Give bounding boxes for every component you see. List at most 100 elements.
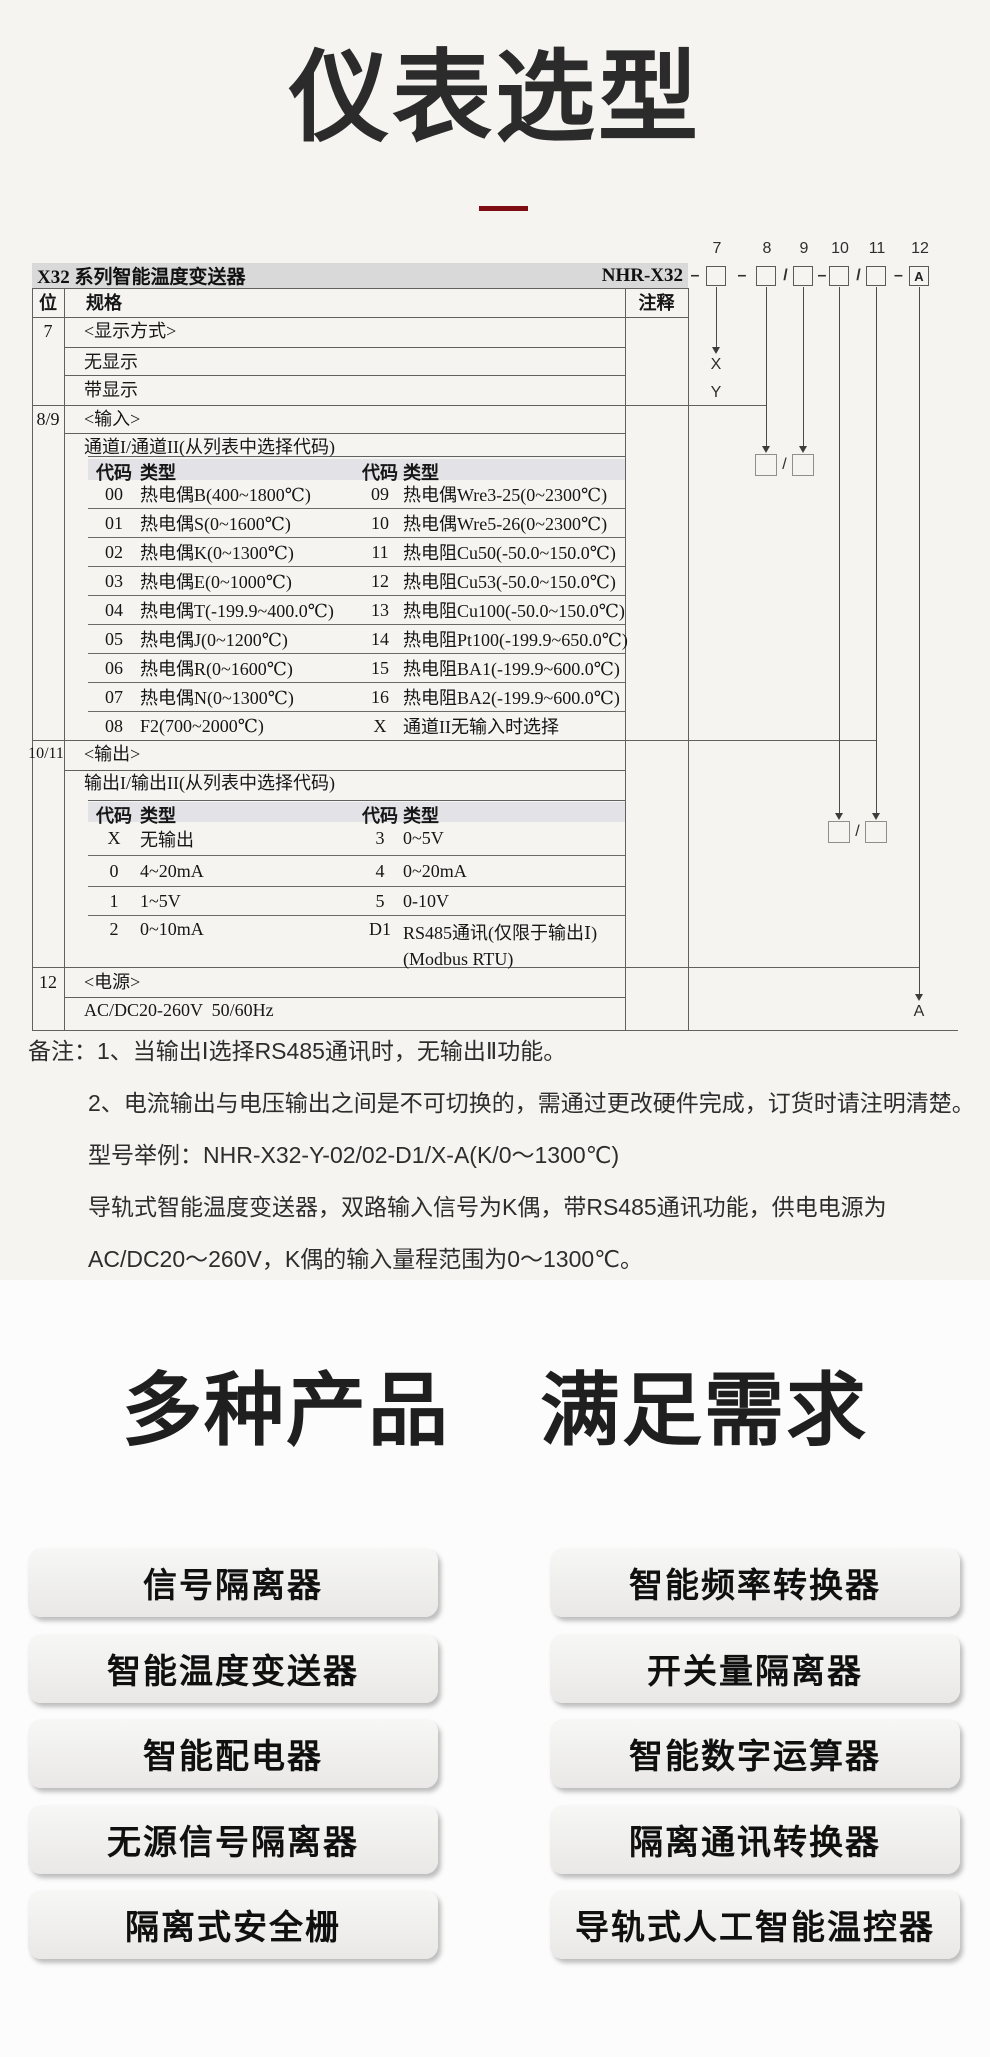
table-section-line [32,405,766,406]
code-cell: 12 [371,570,389,591]
code-box-8 [756,266,776,286]
title-accent-dash [479,206,528,211]
display-code-x: X [710,356,722,373]
code-cell: 07 [105,686,123,707]
code-cell: 02 [105,541,123,562]
type-cell: 热电偶E(0~1000℃) [140,572,292,592]
table-line [88,800,625,801]
code-box-11 [866,266,886,286]
product-button-ai-temp-controller[interactable]: 导轨式人工智能温控器 [550,1890,960,1959]
code-cell: 09 [371,483,389,504]
type-cell: 0~5V [403,828,444,848]
code-header-label: 代码 [362,463,398,483]
code-header-label: 代码 [362,806,398,826]
type-cell-line1: RS485通讯(仅限于输出Ⅰ) [403,923,598,943]
digit-label-12: 12 [911,240,929,257]
table-line [64,347,625,348]
note-line-5: AC/DC20～260V，K偶的输入量程范围为0～1300℃。 [88,1246,643,1272]
leader-line-10 [839,287,840,813]
type-cell: 4~20mA [140,860,204,881]
code-cell: 04 [105,599,123,620]
type-cell: 热电阻Cu50(-50.0~150.0℃) [403,543,616,563]
table-row: X 无输出 3 0~5V [88,822,625,855]
table-row: 00 热电偶B(400~1800℃) 09 热电偶Wre3-25(0~2300℃… [88,480,625,508]
table-divider-bit [64,288,65,1030]
sec12-header: <电源> [84,972,141,992]
page-title: 仪表选型 [289,42,701,154]
product-button-passive-isolator[interactable]: 无源信号隔离器 [28,1805,438,1874]
type-cell-line2: (Modbus RTU) [403,949,514,969]
product-button-digital-calculator[interactable]: 智能数字运算器 [550,1719,960,1788]
type-cell: 热电阻Cu100(-50.0~150.0℃) [403,601,625,621]
digit-label-10: 10 [831,240,849,257]
code-cell: D1 [369,919,391,939]
arrow-down-icon [835,813,843,820]
input-select-box-1 [755,454,777,476]
col-header-note: 注释 [638,293,675,313]
code-cell: 01 [105,512,123,533]
table-divider-note [625,288,626,1030]
table-border-right [688,288,689,1030]
power-code-a: A [913,1003,925,1020]
type-cell: RS485通讯(仅限于输出Ⅰ) (Modbus RTU) [403,919,625,970]
table-line [32,288,689,289]
table-line [32,317,689,318]
type-cell: 热电偶B(400~1800℃) [140,485,311,505]
type-cell: 0~20mA [403,860,467,881]
type-cell: 热电偶T(-199.9~400.0℃) [140,601,334,621]
products-title: 多种产品 满足需求 [0,1346,990,1462]
sec89-subheader: 通道I/通道II(从列表中选择代码) [84,437,335,457]
sec89-header: <输入> [84,409,141,429]
type-cell: 热电阻Pt100(-199.9~650.0℃) [403,630,628,650]
product-button-distributor[interactable]: 智能配电器 [28,1719,438,1788]
type-cell: 热电阻BA2(-199.9~600.0℃) [403,688,620,708]
product-button-comm-converter[interactable]: 隔离通讯转换器 [550,1805,960,1874]
leader-line-7 [716,287,717,347]
slash-separator: / [856,267,861,284]
note-line-2: 2、电流输出与电压输出之间是不可切换的，需通过更改硬件完成，订货时请注明清楚。 [88,1090,975,1116]
type-cell: F2(700~2000℃) [140,715,264,736]
series-title: X32 系列智能温度变送器 [37,267,246,288]
table-row: 01 热电偶S(0~1600℃) 10 热电偶Wre5-26(0~2300℃) [88,508,625,537]
code-box-7 [706,266,726,286]
code-cell: 3 [375,828,385,848]
dash-separator: – [737,267,747,284]
output-code-table: X 无输出 3 0~5V 0 4~20mA 4 0~20mA 1 1~5V 5 … [88,822,625,970]
product-button-switch-isolator[interactable]: 开关量隔离器 [550,1634,960,1703]
type-header-label: 类型 [403,806,439,826]
product-button-safety-barrier[interactable]: 隔离式安全栅 [28,1890,438,1959]
code-box-10 [829,266,849,286]
digit-label-8: 8 [762,240,772,257]
type-header-label: 类型 [140,806,176,826]
type-cell: 1~5V [140,890,181,911]
series-title-bar: X32 系列智能温度变送器 NHR-X32 [32,263,688,288]
products-title-left: 多种产品 [122,1366,450,1455]
code-cell: 5 [375,890,385,911]
leader-line-9 [803,287,804,446]
code-box-12: A [909,266,929,286]
table-line [64,375,625,376]
arrow-down-icon [799,446,807,453]
table-border-left [32,288,33,1030]
product-button-signal-isolator[interactable]: 信号隔离器 [28,1548,438,1617]
type-cell: 无输出 [140,829,194,850]
products-title-right: 满足需求 [540,1366,868,1455]
code-cell: 00 [105,483,123,504]
bit-label-8-9: 8/9 [36,409,60,429]
table-row: 02 热电偶K(0~1300℃) 11 热电阻Cu50(-50.0~150.0℃… [88,537,625,566]
type-cell: 热电偶N(0~1300℃) [140,688,294,708]
bit-label-7: 7 [43,321,53,341]
type-cell: 热电偶K(0~1300℃) [140,543,294,563]
leader-line-11 [876,287,877,813]
code-cell: 4 [375,860,385,881]
digit-label-9: 9 [799,240,809,257]
display-code-y: Y [710,384,722,401]
col-header-bit: 位 [39,293,57,313]
bit-label-12: 12 [39,972,57,992]
input-code-header: 代码 类型 代码 类型 [88,459,625,483]
product-button-temp-transmitter[interactable]: 智能温度变送器 [28,1634,438,1703]
output-select-box-1 [828,821,850,843]
slash-separator: / [782,456,787,473]
code-cell: 1 [109,890,119,911]
product-button-freq-converter[interactable]: 智能频率转换器 [550,1548,960,1617]
